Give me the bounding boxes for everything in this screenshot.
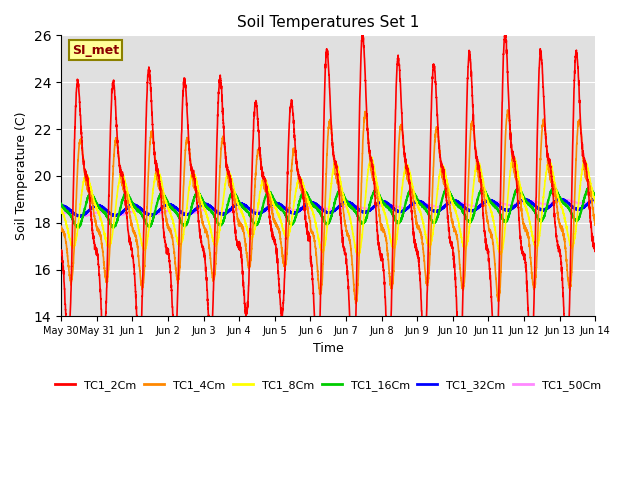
Text: SI_met: SI_met — [72, 44, 119, 57]
Legend: TC1_2Cm, TC1_4Cm, TC1_8Cm, TC1_16Cm, TC1_32Cm, TC1_50Cm: TC1_2Cm, TC1_4Cm, TC1_8Cm, TC1_16Cm, TC1… — [51, 375, 606, 395]
Y-axis label: Soil Temperature (C): Soil Temperature (C) — [15, 112, 28, 240]
X-axis label: Time: Time — [313, 342, 344, 355]
Title: Soil Temperatures Set 1: Soil Temperatures Set 1 — [237, 15, 419, 30]
